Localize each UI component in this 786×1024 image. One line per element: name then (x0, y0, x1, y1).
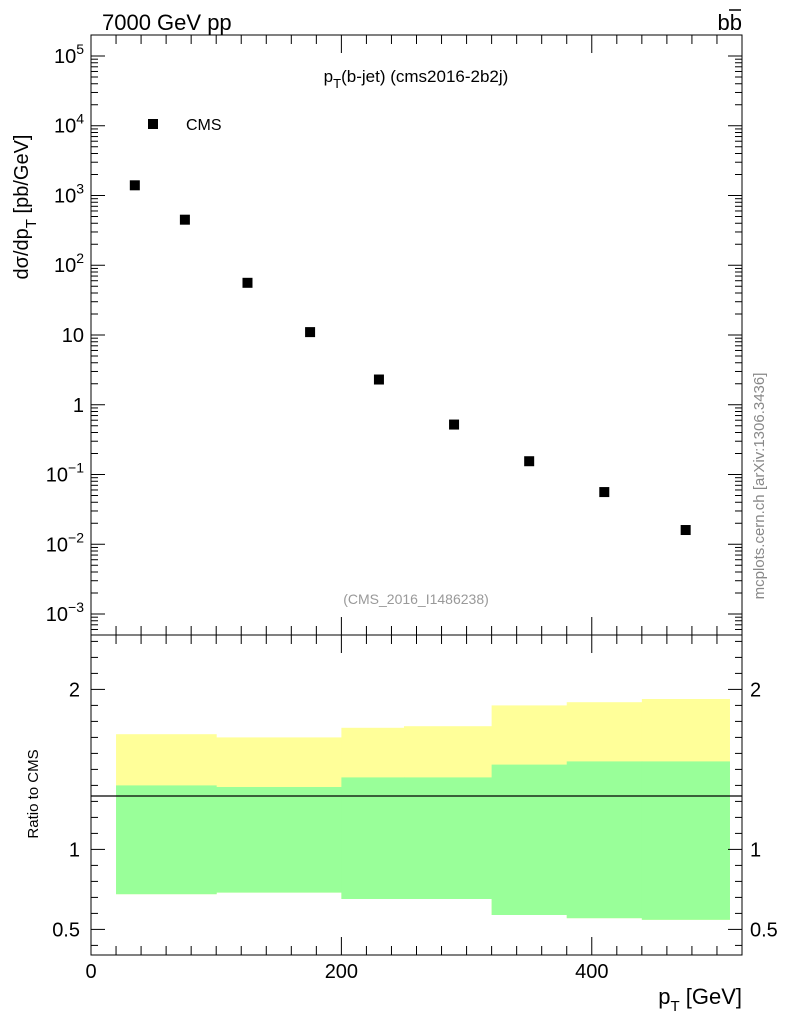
ratio-y-ticks: 2 2 1 1 0.5 0.5 (52, 640, 778, 946)
data-point (449, 419, 460, 430)
legend-marker (148, 119, 158, 129)
ratio-band-bin (341, 777, 405, 899)
main-data-points (129, 180, 691, 536)
ratio-y-tick-label-left: 2 (69, 679, 80, 701)
ratio-y-axis-label: Ratio to CMS (25, 749, 42, 838)
main-y-tick-label: 103 (54, 180, 84, 207)
ratio-panel: 2 2 1 1 0.5 0.5 0 200 400 Ratio to CMS pT [GeV] (25, 35, 778, 1015)
ratio-x-ticks: 0 200 400 (85, 35, 743, 983)
ratio-band-bin (641, 761, 730, 920)
main-y-axis-label: dσ/dpT [pb/GeV] (11, 135, 40, 280)
data-point (129, 180, 140, 191)
main-y-tick-label: 10−3 (46, 599, 84, 626)
data-point (179, 214, 190, 225)
ratio-band-bin (491, 764, 568, 915)
ratio-band-bin (566, 761, 643, 919)
ratio-y-tick-label-right: 1 (750, 839, 761, 861)
x-axis-label: pT [GeV] (658, 984, 742, 1015)
data-point (599, 487, 610, 498)
ratio-y-tick-label-left: 0.5 (52, 919, 80, 941)
x-tick-label: 400 (575, 961, 608, 983)
data-point (242, 277, 253, 288)
main-plot-title: pT(b-jet) (cms2016-2b2j) (324, 67, 509, 91)
main-y-tick-label: 10−1 (46, 460, 84, 487)
main-y-tick-label: 102 (54, 250, 84, 277)
ratio-band-bin (216, 787, 342, 893)
ratio-band-bin (116, 785, 217, 895)
data-point (305, 327, 316, 338)
data-point (373, 374, 384, 385)
main-y-tick-label: 104 (54, 111, 84, 138)
process-label: bb (718, 10, 743, 35)
ratio-y-tick-label-right: 0.5 (750, 919, 778, 941)
data-point (680, 525, 691, 536)
ratio-bands (116, 699, 730, 920)
main-y-tick-label: 10 (62, 325, 84, 347)
x-tick-label: 0 (85, 961, 96, 983)
process-label-bar: b (730, 10, 742, 35)
main-y-tick-label: 105 (54, 41, 84, 68)
x-tick-label: 200 (325, 961, 358, 983)
main-y-tick-label: 10−2 (46, 529, 84, 556)
ratio-y-tick-label-left: 1 (69, 839, 80, 861)
legend-entry-label: CMS (186, 117, 222, 134)
collision-label: 7000 GeV pp (102, 10, 232, 35)
data-point (524, 456, 535, 467)
ratio-band-bin (403, 777, 493, 899)
main-y-tick-label: 1 (73, 395, 84, 417)
watermark-label: (CMS_2016_I1486238) (343, 591, 489, 607)
ratio-y-tick-label-right: 2 (750, 679, 761, 701)
source-side-label: mcplots.cern.ch [arXiv:1306.3436] (751, 373, 768, 600)
